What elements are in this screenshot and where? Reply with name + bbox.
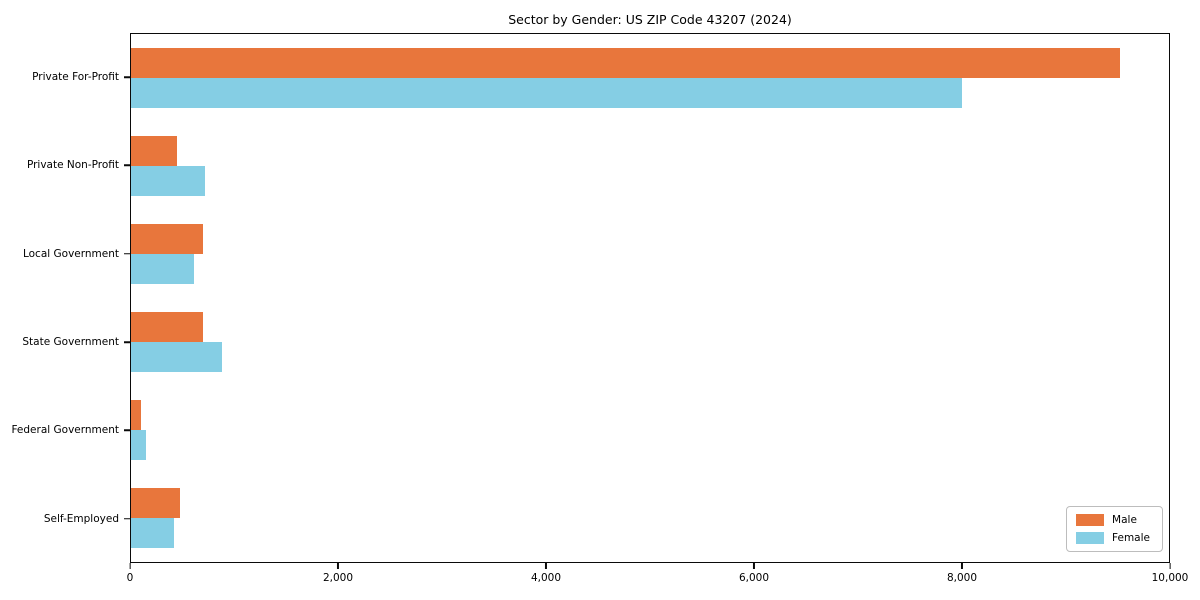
legend-label: Male bbox=[1112, 514, 1137, 526]
legend-item: Male bbox=[1076, 514, 1150, 526]
male-bar bbox=[131, 312, 203, 342]
legend-swatch bbox=[1076, 532, 1105, 544]
category-row bbox=[131, 34, 1169, 122]
category-row bbox=[131, 122, 1169, 210]
x-tick-label: 2,000 bbox=[322, 572, 354, 584]
male-bar bbox=[131, 48, 1121, 78]
female-bar bbox=[131, 166, 205, 196]
x-tick-mark bbox=[129, 563, 131, 569]
x-tick-label: 8,000 bbox=[946, 572, 978, 584]
legend-swatch bbox=[1076, 514, 1105, 526]
category-row bbox=[131, 386, 1169, 474]
y-axis-label: Private Non-Profit bbox=[0, 121, 130, 209]
x-tick-mark bbox=[961, 563, 963, 569]
legend-label: Female bbox=[1112, 532, 1150, 544]
y-axis-labels: Private For-Profit Private Non-Profit Loca… bbox=[0, 33, 130, 563]
y-axis-label: State Government bbox=[0, 298, 130, 386]
x-tick: 6,000 bbox=[739, 563, 769, 584]
category-row bbox=[131, 298, 1169, 386]
legend-item: Female bbox=[1076, 532, 1150, 544]
x-tick-label: 0 bbox=[126, 572, 134, 584]
male-bar bbox=[131, 400, 142, 430]
x-tick: 2,000 bbox=[323, 563, 353, 584]
x-tick-mark bbox=[337, 563, 339, 569]
female-bar bbox=[131, 254, 195, 284]
x-axis: 0 2,000 4,000 6,000 8,000 10,000 bbox=[126, 563, 1188, 595]
male-bar bbox=[131, 136, 177, 166]
x-tick: 4,000 bbox=[531, 563, 561, 584]
x-tick-label: 10,000 bbox=[1151, 572, 1189, 584]
male-bar bbox=[131, 488, 180, 518]
x-tick: 8,000 bbox=[947, 563, 977, 584]
x-tick-mark bbox=[1169, 563, 1171, 569]
x-tick-label: 4,000 bbox=[530, 572, 562, 584]
x-tick-label: 6,000 bbox=[738, 572, 770, 584]
male-bar bbox=[131, 224, 203, 254]
y-axis-label: Self-Employed bbox=[0, 475, 130, 563]
x-tick-mark bbox=[545, 563, 547, 569]
chart-title: Sector by Gender: US ZIP Code 43207 (202… bbox=[508, 12, 792, 27]
female-bar bbox=[131, 518, 174, 548]
category-row bbox=[131, 210, 1169, 298]
x-tick-mark bbox=[753, 563, 755, 569]
y-axis-label: Federal Government bbox=[0, 386, 130, 474]
x-tick: 0 bbox=[126, 563, 134, 584]
plot-area: Male Female bbox=[130, 33, 1170, 563]
legend: Male Female bbox=[1066, 506, 1163, 552]
female-bar bbox=[131, 342, 223, 372]
female-bar bbox=[131, 78, 963, 108]
x-tick: 10,000 bbox=[1151, 563, 1189, 584]
female-bar bbox=[131, 430, 146, 460]
category-row bbox=[131, 474, 1169, 562]
y-axis-label: Local Government bbox=[0, 210, 130, 298]
y-axis-label: Private For-Profit bbox=[0, 33, 130, 121]
